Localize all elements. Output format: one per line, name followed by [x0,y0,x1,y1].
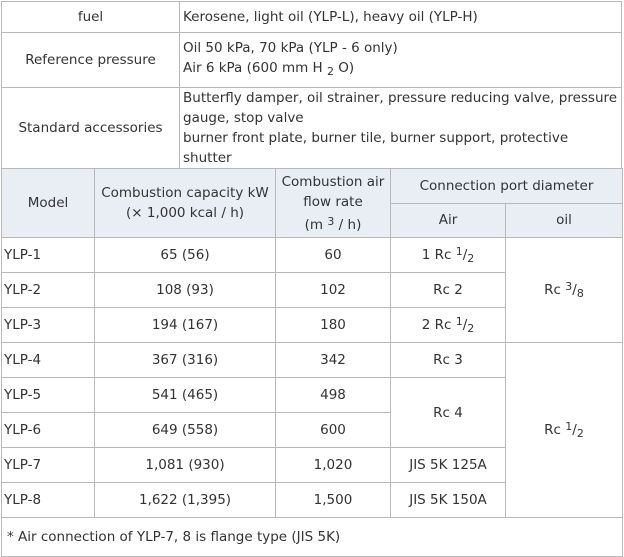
table-row: YLP-4 367 (316) 342 Rc 3 Rc 1/2 [1,342,623,518]
table-row: YLP-2 108 (93) 102 Rc 2 [1,272,623,308]
header-flow-unit: (m 3 / h) [279,212,387,235]
flow-cell: 600 [275,412,391,448]
fuel-row: fuel Kerosene, light oil (YLP-L), heavy … [1,1,622,33]
pressure-label: Reference pressure [1,32,180,88]
model-cell: YLP-3 [1,307,95,343]
air-cell: JIS 5K 125A [390,447,506,483]
capacity-cell: 541 (465) [94,377,276,413]
pressure-air-post: O) [338,60,355,76]
header-model: Model [1,168,95,238]
accessories-line1: Butterfly damper, oil strainer, pressure… [183,90,618,126]
flow-cell: 342 [275,342,391,378]
header-row-2: Air oil [2,202,623,238]
pressure-air: Air 6 kPa (600 mm H 2 O) [183,58,618,82]
air-cell: Rc 2 [390,272,506,308]
model-cell: YLP-4 [1,342,95,378]
accessories-row: Standard accessories Butterfly damper, o… [1,87,622,169]
fuel-label: fuel [1,1,180,33]
air-r3-num: 1 [455,314,463,328]
accessories-line2: burner front plate, burner tile, burner … [183,130,569,166]
flow-cell: 1,020 [275,447,391,483]
capacity-cell: 194 (167) [94,307,276,343]
air-cell: Rc 3 [390,342,506,378]
header-capacity-line2: (× 1,000 kcal / h) [125,205,245,221]
pressure-air-text: Air 6 kPa (600 mm H [183,60,323,76]
header-flow-unit-sup: 3 [327,214,335,228]
pressure-row: Reference pressure Oil 50 kPa, 70 kPa (Y… [1,32,622,88]
spec-table: fuel Kerosene, light oil (YLP-L), heavy … [1,1,622,169]
air-cell: 2 Rc 1/2 [390,307,506,343]
header-capacity: Combustion capacity kW (× 1,000 kcal / h… [94,168,276,238]
model-cell: YLP-5 [1,377,95,413]
flow-cell: 1,500 [275,482,391,518]
header-flow-unit-post: / h) [338,216,362,233]
table-row: YLP-8 1,622 (1,395) 1,500 JIS 5K 150A [1,482,623,518]
table-row: YLP-5 541 (465) 498 Rc 4 [1,377,623,448]
capacity-cell: 108 (93) [94,272,276,308]
header-flow-line1: Combustion air flow rate [281,173,385,210]
header-flow-unit-pre: (m [304,216,324,233]
flow-cell: 102 [275,272,391,308]
capacity-cell: 65 (56) [94,237,276,273]
air-cell: Rc 4 [390,377,506,448]
table-row: YLP-3 194 (167) 180 2 Rc 1/2 [1,307,623,343]
model-cell: YLP-6 [1,412,95,448]
footnote-row: * Air connection of YLP-7, 8 is flange t… [1,517,623,557]
capacity-cell: 649 (558) [94,412,276,448]
air-r1-num: 1 [455,244,463,258]
header-capacity-line1: Combustion capacity kW [101,185,269,201]
footnote: * Air connection of YLP-7, 8 is flange t… [1,517,623,557]
model-cell: YLP-1 [1,237,95,273]
oil-g1-num: 3 [565,279,573,293]
air-r1-den: 2 [467,251,475,265]
model-cell: YLP-2 [1,272,95,308]
model-cell: YLP-7 [1,447,95,483]
model-cell: YLP-8 [1,482,95,518]
air-cell: 1 Rc 1/2 [390,237,506,273]
pressure-air-sub: 2 [327,65,334,78]
oil-g2-den: 2 [576,426,584,440]
table-row: YLP-6 649 (558) 600 [1,412,623,448]
model-table: Model Combustion capacity kW (× 1,000 kc… [1,168,623,557]
air-cell: JIS 5K 150A [390,482,506,518]
header-air: Air [390,202,506,238]
table-row: YLP-1 65 (56) 60 1 Rc 1/2 Rc 3/8 [1,237,623,343]
oil-g2-num: 1 [565,419,573,433]
pressure-value: Oil 50 kPa, 70 kPa (YLP - 6 only) Air 6 … [179,32,622,88]
capacity-cell: 367 (316) [94,342,276,378]
air-r3-text: 2 Rc [421,316,452,333]
table-row: YLP-7 1,081 (930) 1,020 JIS 5K 125A [1,447,623,483]
oil-cell-group1: Rc 3/8 [505,237,623,343]
header-connection: Connection port diameter [390,168,623,204]
flow-cell: 180 [275,307,391,343]
header-row-1: Model Combustion capacity kW (× 1,000 kc… [1,168,623,238]
flow-cell: 498 [275,377,391,413]
oil-g2-text: Rc [544,421,561,438]
fuel-value: Kerosene, light oil (YLP-L), heavy oil (… [179,1,622,33]
accessories-label: Standard accessories [1,87,180,169]
oil-g1-den: 8 [576,286,584,300]
accessories-value: Butterfly damper, oil strainer, pressure… [179,87,622,169]
header-oil: oil [505,202,623,238]
header-flow: Combustion air flow rate (m 3 / h) [275,168,391,238]
capacity-cell: 1,081 (930) [94,447,276,483]
air-r1-text: 1 Rc [421,246,452,263]
pressure-oil: Oil 50 kPa, 70 kPa (YLP - 6 only) [183,40,398,56]
oil-cell-group2: Rc 1/2 [505,342,623,518]
flow-cell: 60 [275,237,391,273]
oil-g1-text: Rc [544,281,561,298]
air-r3-den: 2 [467,321,475,335]
capacity-cell: 1,622 (1,395) [94,482,276,518]
